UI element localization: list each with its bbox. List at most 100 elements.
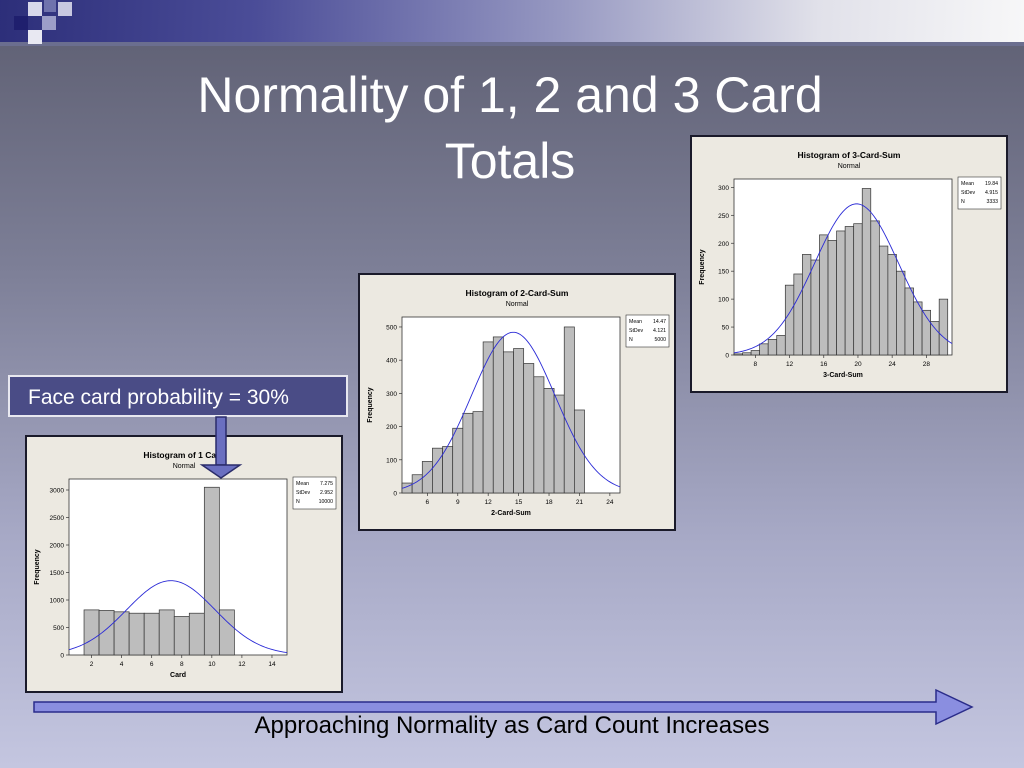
histogram-bar (218, 609, 235, 656)
x-tick-label: 9 (456, 499, 460, 506)
histogram-bar (827, 240, 837, 356)
histogram-bar (733, 353, 743, 356)
histogram-bar (563, 326, 575, 494)
y-tick-label: 200 (386, 424, 397, 431)
decor-square-4 (28, 30, 42, 44)
face-card-callout: Face card probability = 30% (8, 375, 348, 417)
header-gradient-bar (0, 0, 1024, 46)
x-tick-label: 12 (485, 499, 493, 506)
histogram-bar (503, 351, 514, 494)
x-tick-label: 12 (238, 661, 246, 668)
x-tick-label: 21 (576, 499, 584, 506)
stats-label: N (629, 337, 633, 343)
y-tick-label: 400 (386, 358, 397, 365)
y-tick-label: 0 (725, 353, 729, 360)
decor-square-3 (42, 16, 56, 30)
chart-subtitle: Normal (506, 301, 529, 308)
x-tick-label: 4 (120, 661, 124, 668)
histogram-bar (742, 352, 752, 356)
y-tick-label: 300 (386, 391, 397, 398)
histogram-bar (143, 612, 160, 656)
x-tick-label: 12 (786, 361, 794, 368)
x-tick-label: 14 (268, 661, 276, 668)
y-tick-label: 1000 (50, 598, 65, 605)
histogram-bar (836, 230, 846, 356)
y-tick-label: 500 (386, 324, 397, 331)
x-tick-label: 6 (150, 661, 154, 668)
histogram-bar (904, 287, 914, 356)
histogram-bar (533, 376, 545, 494)
stats-value: 3333 (986, 199, 998, 205)
histogram-bar (938, 298, 949, 356)
chart-title: Histogram of 3-Card-Sum (798, 150, 901, 160)
slide-title-line2: Totals (444, 133, 576, 189)
histogram-bar (853, 223, 863, 356)
x-axis-label: 3-Card-Sum (823, 372, 863, 379)
x-tick-label: 6 (426, 499, 430, 506)
stats-value: 14.47 (653, 319, 666, 325)
stats-legend: Mean 19.84 StDev 4.915 N 3333 (957, 176, 1002, 210)
stats-value: 7.275 (320, 481, 333, 487)
y-tick-label: 3000 (50, 488, 65, 495)
stats-value: 10000 (319, 499, 334, 505)
histogram-bar (472, 411, 484, 494)
decor-square-5 (58, 2, 72, 16)
histogram-bar (896, 270, 906, 356)
histogram-bar (930, 321, 940, 356)
decor-square-6 (44, 0, 56, 12)
histogram-bar (553, 394, 565, 494)
x-tick-label: 20 (854, 361, 862, 368)
y-axis-label: Frequency (367, 387, 374, 423)
decor-square-1 (14, 16, 28, 30)
x-tick-label: 2 (90, 661, 94, 668)
histogram-bar (523, 363, 535, 494)
stats-value: 19.84 (985, 181, 998, 187)
histogram-bar (776, 335, 786, 356)
stats-legend-box (292, 476, 337, 510)
histogram-bar (462, 412, 474, 494)
histogram-bar (113, 611, 130, 656)
histogram-bar (878, 245, 889, 356)
stats-legend: Mean 14.47 StDev 4.121 N 5000 (625, 314, 670, 348)
y-tick-label: 200 (718, 241, 729, 248)
histogram-bar (750, 350, 760, 356)
y-tick-label: 100 (386, 457, 397, 464)
histogram-panel-3-card: Histogram of 3-Card-Sum Normal 0 50 100 150 20… (690, 135, 1008, 393)
decor-square-2 (28, 2, 42, 16)
stats-value: 4.915 (985, 190, 998, 196)
stats-label: N (961, 199, 965, 205)
y-tick-label: 0 (393, 491, 397, 498)
chart-title: Histogram of 1 Card (143, 450, 224, 460)
y-tick-label: 50 (722, 325, 730, 332)
histogram-bar (543, 388, 555, 494)
x-axis-label: 2-Card-Sum (491, 510, 531, 517)
stats-label: N (296, 499, 300, 505)
histogram-bar (870, 220, 880, 356)
histogram-bar (784, 284, 795, 356)
histogram-2-card-svg: Histogram of 2-Card-Sum Normal 0 100 200 300 4… (367, 288, 670, 517)
x-axis-label: Card (170, 672, 186, 679)
histogram-bar (188, 612, 205, 656)
normal-curve (68, 580, 288, 654)
x-tick-label: 10 (208, 661, 216, 668)
histogram-bar (759, 343, 769, 356)
x-tick-label: 24 (889, 361, 897, 368)
y-tick-label: 300 (718, 185, 729, 192)
y-axis-label: Frequency (699, 249, 706, 285)
histogram-bar (158, 609, 175, 656)
histogram-bar (802, 254, 812, 356)
chart-subtitle: Normal (173, 463, 196, 470)
histogram-bar (861, 188, 872, 356)
histogram-bar (432, 447, 443, 494)
stats-legend-box (625, 314, 670, 348)
histogram-bar (452, 427, 464, 494)
x-tick-label: 8 (180, 661, 184, 668)
histogram-panel-2-card: Histogram of 2-Card-Sum Normal 0 100 200 300 4… (358, 273, 676, 531)
stats-value: 2.952 (320, 490, 333, 496)
histogram-bar (442, 446, 454, 494)
histogram-bar (128, 612, 145, 656)
histogram-bar (83, 609, 100, 656)
slide-title-line1: Normality of 1, 2 and 3 Card (197, 67, 823, 123)
histogram-bar (513, 348, 525, 494)
y-tick-label: 100 (718, 297, 729, 304)
